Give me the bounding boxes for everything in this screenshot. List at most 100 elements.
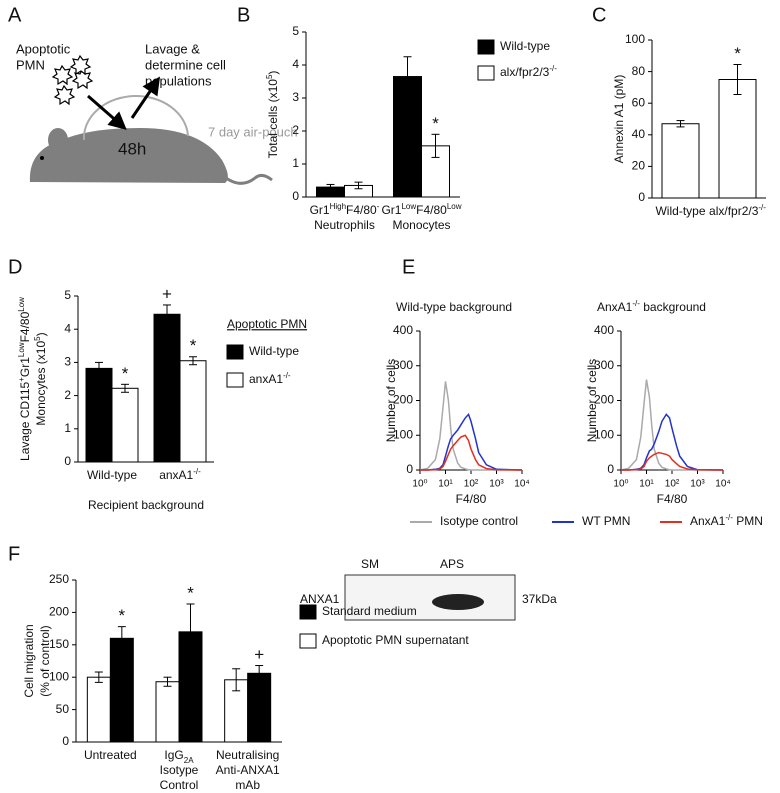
x-tick-label-part: Control (160, 778, 199, 792)
y-tick-label: 4 (64, 321, 71, 335)
bar (109, 637, 134, 743)
x-tick-label: Gr1LowF4/80Low (381, 202, 461, 218)
legend-label-part: Apoptotic PMN supernatant (322, 633, 469, 647)
bar (155, 681, 180, 743)
y-tick-label: 150 (49, 637, 69, 651)
x-tick-label-part: Anti-ANXA1 (216, 763, 280, 777)
y-tick-label: 60 (632, 95, 646, 109)
lane-label: SM (361, 557, 379, 571)
histogram-line (420, 434, 523, 471)
legend-title: Apoptotic PMN (227, 317, 307, 331)
y-axis-label: Monocytes (x105) (33, 332, 49, 425)
histogram-line (620, 379, 723, 471)
diagram-label: Apoptotic (16, 41, 71, 56)
histogram-line (420, 412, 523, 471)
panel-label: A (8, 4, 22, 26)
legend-label: Isotype control (440, 514, 518, 528)
legend-label-part: Standard medium (322, 604, 417, 618)
y-tick-label: 0 (292, 189, 299, 203)
legend-label: alx/fpr2/3-/- (500, 64, 557, 80)
error-bar (326, 183, 335, 191)
x-tick-label: Wild-type (655, 204, 705, 218)
diagram-label: determine cell (145, 57, 226, 72)
bar (179, 360, 207, 463)
x-tick-label-part: mAb (235, 778, 260, 792)
x-tick-label-part: 2A (184, 756, 194, 765)
y-axis-label-part: + (17, 377, 26, 382)
blot-frame (344, 574, 516, 621)
legend-label-part: -/- (283, 371, 291, 380)
y-axis-label-part: Annexin A1 (pM) (612, 75, 626, 164)
significance-label: * (190, 336, 197, 355)
x-tick-label: 10⁰ (613, 479, 628, 490)
legend-label: anxA1-/- (249, 371, 291, 387)
bar (153, 313, 181, 463)
diagram-label: PMN (16, 57, 45, 72)
blot-band (432, 594, 484, 610)
error-bar (431, 133, 440, 158)
y-tick-label: 2 (292, 123, 299, 137)
y-tick-label: 0 (406, 462, 413, 476)
legend-label-part: alx/fpr2/3 (500, 65, 550, 79)
y-tick-label: 5 (64, 288, 71, 302)
mouse-eye (40, 156, 44, 160)
chart-title-part: Wild-type background (396, 300, 512, 314)
y-tick-label: 400 (393, 323, 413, 337)
western-blot: SM APS ANXA1 37kDa (300, 557, 557, 621)
chart-title: AnxA1-/- background (597, 299, 706, 315)
legend-swatch (226, 372, 244, 388)
cell (51, 64, 74, 86)
y-tick-label: 20 (632, 159, 646, 173)
legend-label-part: PMN (733, 514, 763, 528)
legend-label: AnxA1-/- PMN (690, 513, 763, 529)
y-axis-label: Lavage CD115+Gr1LowF4/80Low (17, 297, 33, 461)
x-tick-label-part: Isotype (160, 763, 199, 777)
arrow (87, 94, 127, 130)
x-tick-label: Control (160, 778, 199, 792)
legend-label-part: AnxA1 (690, 514, 726, 528)
y-tick-label: 100 (49, 669, 69, 683)
cell (69, 54, 92, 76)
y-tick-label: 40 (632, 127, 646, 141)
apoptotic-cells (51, 54, 94, 106)
x-tick-label-part: -/- (758, 203, 766, 212)
significance-label: * (734, 44, 741, 63)
legend-label: Wild-type (249, 344, 299, 358)
diagram-label: populations (145, 73, 212, 88)
cell (53, 84, 76, 106)
x-tick-label-part: Monocytes (392, 218, 450, 232)
x-tick-label: 10² (665, 479, 680, 490)
error-bar (163, 676, 172, 687)
legend-label: Wild-type (500, 39, 550, 53)
y-axis-label: Number of cells (384, 359, 398, 442)
y-axis-label: Cell migration (22, 624, 36, 697)
y-axis-label-part: Total cells (x10 (266, 79, 280, 159)
histogram-line (621, 413, 724, 471)
y-axis-label-part: Low (17, 342, 26, 357)
significance-label: + (162, 284, 172, 303)
y-tick-label: 200 (594, 393, 614, 407)
x-tick-label-part: -/- (193, 467, 201, 476)
legend-label-part: anxA1 (249, 372, 283, 386)
chart-title-part: background (640, 300, 706, 314)
y-axis-label: Annexin A1 (pM) (612, 75, 626, 164)
error-bar (232, 668, 241, 692)
x-tick-label-part: F4/80 (416, 203, 447, 217)
legend-swatch (299, 604, 317, 620)
y-tick-label: 250 (49, 572, 69, 586)
significance-label: * (187, 583, 194, 602)
legend-label-part: -/- (549, 64, 557, 73)
x-tick-label: 10¹ (639, 479, 654, 490)
panel-label: B (237, 4, 250, 26)
x-tick-label: 10⁴ (514, 479, 529, 490)
y-tick-label: 3 (292, 90, 299, 104)
y-axis-label-part: Lavage CD115 (18, 381, 32, 460)
legend-label: WT PMN (582, 514, 630, 528)
x-tick-label-part: Neutralising (216, 748, 279, 762)
legend-swatch (477, 65, 495, 81)
chart-title-part: AnxA1 (597, 300, 633, 314)
bar (86, 676, 111, 743)
size-label: 37kDa (522, 592, 557, 606)
y-tick-label: 100 (625, 32, 645, 46)
y-tick-label: 0 (638, 190, 645, 204)
